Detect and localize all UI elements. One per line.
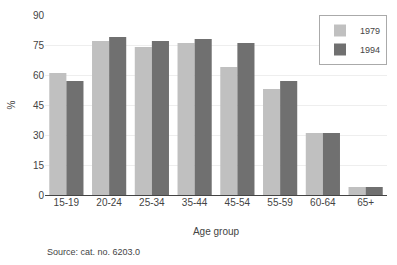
svg-text:0: 0 bbox=[38, 190, 44, 201]
svg-text:15: 15 bbox=[33, 160, 45, 171]
svg-text:1979: 1979 bbox=[360, 26, 380, 36]
svg-text:30: 30 bbox=[33, 130, 45, 141]
svg-text:45: 45 bbox=[33, 100, 45, 111]
svg-text:75: 75 bbox=[33, 40, 45, 51]
svg-text:60: 60 bbox=[33, 70, 45, 81]
svg-text:20-24: 20-24 bbox=[96, 197, 122, 208]
svg-text:25-34: 25-34 bbox=[139, 197, 165, 208]
svg-text:65+: 65+ bbox=[357, 197, 374, 208]
svg-text:1994: 1994 bbox=[360, 45, 380, 55]
svg-text:Age group: Age group bbox=[193, 226, 240, 237]
svg-text:90: 90 bbox=[33, 10, 45, 21]
svg-text:35-44: 35-44 bbox=[182, 197, 208, 208]
svg-text:45-54: 45-54 bbox=[225, 197, 251, 208]
svg-text:55-59: 55-59 bbox=[267, 197, 293, 208]
svg-text:Source: cat. no. 6203.0: Source: cat. no. 6203.0 bbox=[47, 247, 140, 257]
svg-text:60-64: 60-64 bbox=[310, 197, 336, 208]
svg-text:15-19: 15-19 bbox=[54, 197, 80, 208]
svg-text:%: % bbox=[6, 100, 17, 109]
